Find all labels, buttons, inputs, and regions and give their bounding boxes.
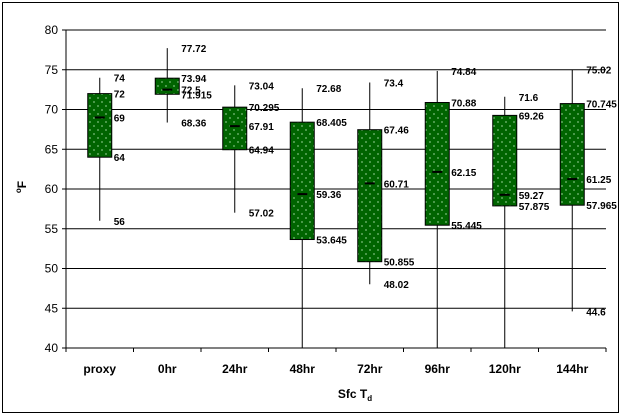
y-tick-label: 60 — [45, 182, 59, 196]
category-label: 0hr — [158, 362, 177, 376]
data-label: 68.405 — [316, 118, 347, 129]
y-tick-label: 45 — [45, 301, 59, 315]
data-label: 77.72 — [181, 44, 206, 55]
data-label: 71.6 — [519, 93, 539, 104]
data-label: 71.915 — [181, 90, 212, 101]
box — [222, 106, 248, 151]
x-axis-title: Sfc Td — [338, 387, 372, 403]
category-label: 24hr — [222, 362, 248, 376]
box — [87, 93, 113, 158]
data-label: 74 — [114, 74, 126, 85]
data-label: 67.91 — [249, 122, 274, 133]
data-label: 53.645 — [316, 236, 347, 247]
box — [424, 102, 450, 226]
category-label: 96hr — [425, 362, 451, 376]
data-label: 69.26 — [519, 111, 544, 122]
category-label: 48hr — [290, 362, 316, 376]
data-label: 70.745 — [586, 100, 617, 111]
data-label: 73.04 — [249, 81, 274, 92]
data-label: 69 — [114, 113, 126, 124]
data-label: 57.965 — [586, 201, 617, 212]
box — [154, 77, 180, 95]
data-label: 72.5 — [181, 86, 201, 97]
box — [559, 103, 585, 206]
y-tick-label: 75 — [45, 63, 59, 77]
category-label: 144hr — [556, 362, 588, 376]
box — [492, 114, 518, 207]
data-label: 44.6 — [586, 307, 606, 318]
data-label: 68.36 — [181, 119, 206, 130]
y-tick-label: 65 — [45, 142, 59, 156]
category-label: 72hr — [357, 362, 383, 376]
data-label: 62.15 — [451, 168, 476, 179]
data-label: 50.855 — [384, 258, 415, 269]
y-tick-label: 50 — [45, 262, 59, 276]
data-label: 75.02 — [586, 66, 611, 77]
y-axis-title: oF — [14, 181, 29, 193]
y-tick-label: 70 — [45, 103, 59, 117]
data-label: 60.71 — [384, 179, 409, 190]
data-label: 57.02 — [249, 209, 274, 220]
data-label: 57.875 — [519, 202, 550, 213]
category-label: 120hr — [489, 362, 521, 376]
data-label: 59.27 — [519, 191, 544, 202]
box — [289, 121, 315, 241]
box — [357, 129, 383, 263]
data-label: 61.25 — [586, 175, 611, 186]
data-label: 67.46 — [384, 126, 409, 137]
data-label: 59.36 — [316, 190, 341, 201]
data-label: 56 — [114, 217, 126, 228]
data-label: 74.84 — [451, 67, 476, 78]
data-label: 70.295 — [249, 103, 280, 114]
data-label: 48.02 — [384, 280, 409, 291]
data-label: 73.4 — [384, 78, 404, 89]
category-label: proxy — [83, 362, 116, 376]
data-label: 72.68 — [316, 84, 341, 95]
data-label: 73.94 — [181, 74, 206, 85]
data-label: 55.445 — [451, 221, 482, 232]
data-label: 64.94 — [249, 146, 274, 157]
y-tick-label: 55 — [45, 222, 59, 236]
data-label: 64 — [114, 153, 126, 164]
data-label: 72 — [114, 90, 126, 101]
y-tick-label: 80 — [45, 23, 59, 37]
data-label: 70.88 — [451, 99, 476, 110]
y-tick-label: 40 — [45, 341, 59, 355]
